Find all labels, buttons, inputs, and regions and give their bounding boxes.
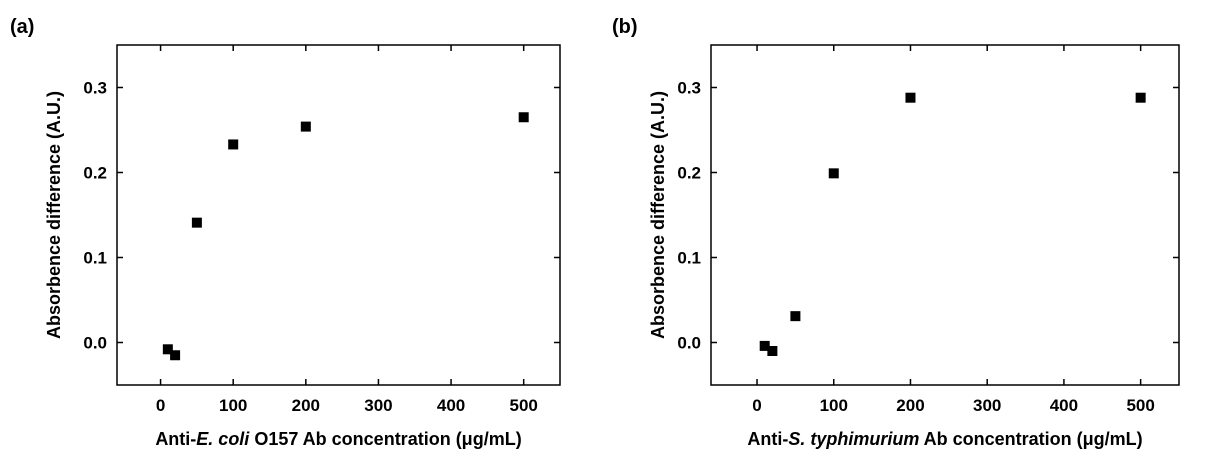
panel-a-label: (a)	[10, 16, 34, 38]
panel-a-x-tick-label: 300	[364, 396, 392, 415]
panel-a-ticks: 0 100 200 300 400 500 0.0 0.1 0.2 0.3	[83, 45, 560, 415]
panel-b-x-axis-title-suffix: Ab concentration (μg/mL)	[919, 429, 1142, 449]
panel-b-x-tick-label: 300	[973, 396, 1001, 415]
panel-b-data-point	[759, 340, 770, 351]
panel-a-y-tick-label: 0.3	[83, 79, 107, 98]
panel-a-data-point	[170, 350, 181, 361]
panel-b-label: (b)	[612, 16, 638, 38]
panel-a-y-tick-label: 0.0	[83, 334, 107, 353]
panel-a-x-axis-title-prefix: Anti-	[155, 429, 196, 449]
panel-b-y-tick-label: 0.3	[677, 79, 701, 98]
panel-a-x-tick-label: 0	[156, 396, 165, 415]
panel-a: (a) 0 100 200 300 400 500 0.0 0.1 0.2 0.3 Anti-E.…	[10, 16, 561, 449]
panel-b-y-axis-title: Absorbence difference (A.U.)	[648, 91, 668, 339]
panel-a-y-tick-label: 0.2	[83, 164, 107, 183]
panel-a-x-tick-label: 500	[510, 396, 538, 415]
panel-b-y-tick-label: 0.1	[677, 249, 701, 268]
panel-a-x-tick-label: 200	[292, 396, 320, 415]
panel-b-data-point	[1135, 92, 1146, 103]
panel-a-data-point	[518, 112, 529, 123]
panel-b-x-axis-title: Anti-S. typhimurium Ab concentration (μg…	[747, 429, 1142, 449]
panel-a-y-tick-label: 0.1	[83, 249, 107, 268]
panel-b-x-tick-label: 100	[820, 396, 848, 415]
panel-a-data-point	[228, 139, 239, 150]
panel-a-y-axis-title: Absorbence difference (A.U.)	[44, 91, 64, 339]
panel-a-x-tick-label: 100	[219, 396, 247, 415]
panel-b-x-tick-label: 0	[752, 396, 761, 415]
panel-b-x-tick-label: 400	[1050, 396, 1078, 415]
panel-a-plot-frame	[116, 44, 561, 386]
panel-b-x-axis-title-italic: S. typhimurium	[788, 429, 919, 449]
panel-a-x-tick-label: 400	[437, 396, 465, 415]
panel-b: (b) 0 100 200 300 400 500 0.0 0.1 0.2 0.3 Anti-S.…	[612, 16, 1180, 449]
panel-b-x-axis-title-prefix: Anti-	[747, 429, 788, 449]
panel-b-data-point	[905, 92, 916, 103]
panel-a-x-axis-title-italic: E. coli	[196, 429, 250, 449]
panel-b-data-point	[790, 311, 801, 322]
panel-a-x-axis-title-suffix: O157 Ab concentration (μg/mL)	[249, 429, 521, 449]
panel-b-ticks: 0 100 200 300 400 500 0.0 0.1 0.2 0.3	[677, 45, 1179, 415]
panel-a-data-point	[162, 344, 173, 355]
panel-b-data-point	[767, 346, 778, 356]
panel-a-x-axis-title: Anti-E. coli O157 Ab concentration (μg/m…	[155, 429, 521, 449]
panel-b-data-points	[759, 92, 1146, 356]
panel-a-data-point	[300, 121, 311, 132]
panel-b-x-tick-label: 200	[896, 396, 924, 415]
panel-b-y-tick-label: 0.2	[677, 164, 701, 183]
panel-b-plot-frame	[710, 44, 1180, 386]
panel-a-data-points	[162, 112, 529, 361]
panel-b-data-point	[828, 168, 839, 179]
panel-b-x-tick-label: 500	[1126, 396, 1154, 415]
panel-b-y-tick-label: 0.0	[677, 334, 701, 353]
panel-a-data-point	[191, 217, 202, 228]
